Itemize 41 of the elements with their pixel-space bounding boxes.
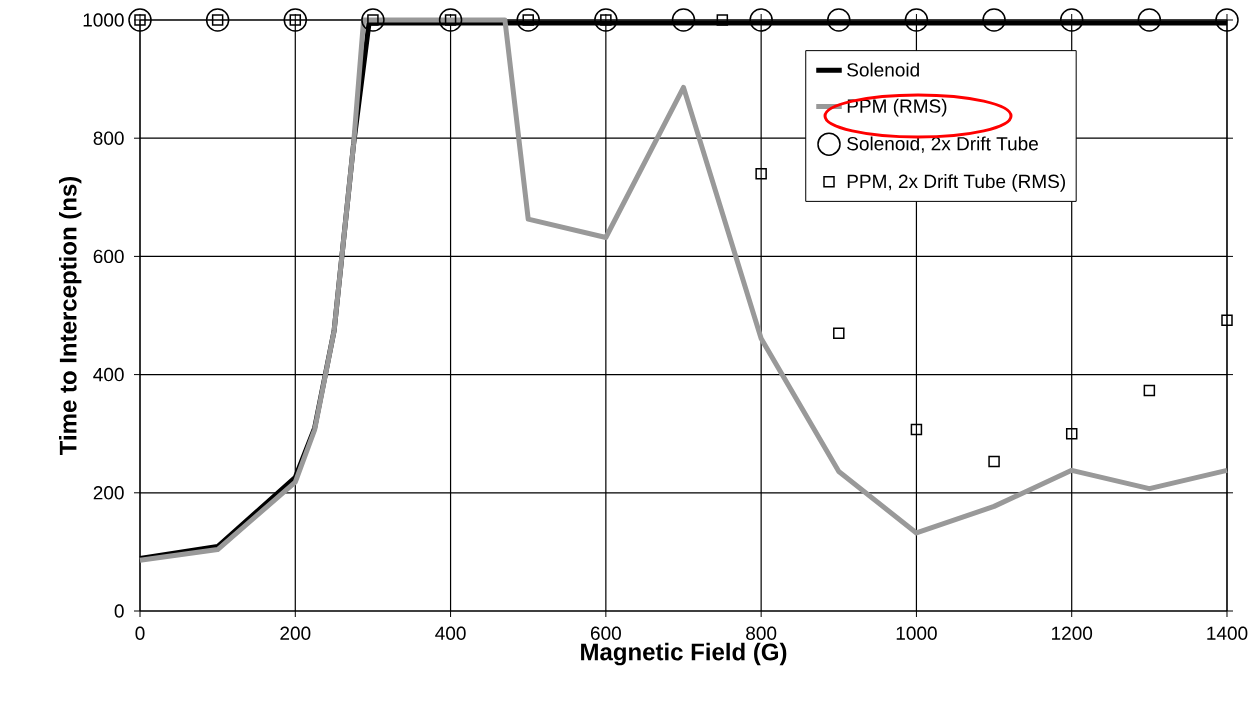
point [755,167,767,180]
legend-label: PPM, 2x Drift Tube (RMS) [847,174,1065,192]
legend-label: Solenoid [847,62,919,77]
point [205,8,230,32]
point [833,327,845,339]
point [671,8,696,32]
x-tick-label: 0 [135,626,145,640]
y-tick-label: 0 [114,604,124,618]
point [1137,8,1162,32]
point [910,423,923,436]
y-tick-label: 200 [93,486,124,500]
x-tick-label: 200 [280,626,311,640]
point [988,455,1000,468]
x-tick-label: 800 [746,626,777,640]
y-tick-label: 400 [93,367,124,382]
point [827,8,851,32]
point [749,8,773,32]
y-tick-label: 1000 [83,13,124,27]
x-tick-label: 1200 [1052,626,1093,640]
y-axis-title: Time to Interception (ns) [59,176,82,456]
point [128,8,152,32]
legend-label: Solenoid, 2x Drift Tube [847,136,1038,153]
point [1059,8,1084,32]
point [283,8,308,32]
point [516,8,540,32]
y-tick-label: 800 [93,131,124,145]
y-tick-label: 600 [93,249,124,264]
point [904,8,929,32]
x-tick-label: 1400 [1207,626,1248,640]
x-tick-label: 600 [590,626,621,640]
point [1215,8,1239,32]
point [1221,314,1233,326]
point [438,8,463,32]
point [594,8,618,32]
x-tick-label: 400 [435,626,466,640]
point [982,8,1006,32]
x-axis-title: Magnetic Field (G) [581,642,787,666]
point [1065,427,1078,440]
point [361,8,385,32]
x-tick-label: 1000 [896,626,937,640]
point [1143,384,1156,397]
